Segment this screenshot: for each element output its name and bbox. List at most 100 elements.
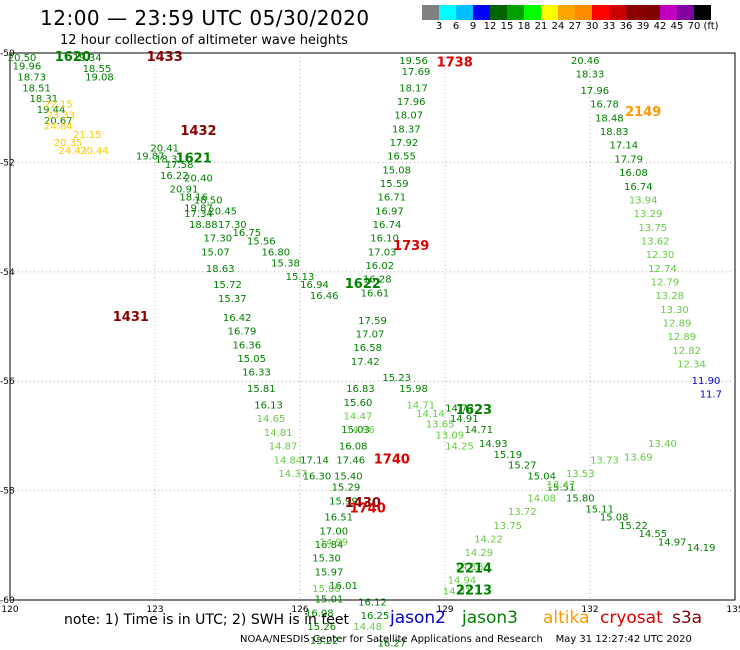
wave-height-value: 17.14 — [300, 455, 329, 466]
wave-height-value: 19.34 — [73, 53, 102, 64]
legend-label: 21 — [534, 21, 548, 32]
wave-height-value: 17.14 — [610, 141, 639, 152]
wave-height-value: 15.99 — [329, 496, 358, 507]
wave-height-value: 20.40 — [184, 174, 213, 185]
wave-height-value: 12.74 — [648, 264, 677, 275]
legend-swatch — [626, 5, 643, 20]
wave-height-value: 18.83 — [600, 127, 629, 138]
wave-height-value: 16.13 — [254, 401, 283, 412]
wave-height-value: 18.50 — [194, 195, 223, 206]
wave-height-value: 15.37 — [218, 294, 247, 305]
satellite-jason3: jason3 — [462, 608, 518, 628]
wave-height-value: 23.33 — [46, 111, 75, 122]
wave-height-value: 15.72 — [213, 280, 242, 291]
wave-height-value: 16.08 — [339, 442, 368, 453]
wave-height-value: 16.58 — [353, 343, 382, 354]
wave-height-value: 19.87 — [136, 152, 165, 163]
legend-swatch — [660, 5, 677, 20]
wave-height-value: 16.79 — [228, 327, 257, 338]
legend-label: 18 — [517, 21, 531, 32]
chart-subtitle: 12 hour collection of altimeter wave hei… — [60, 33, 348, 48]
wave-height-value: 17.59 — [358, 316, 387, 327]
x-tick-label: 126 — [291, 605, 308, 615]
y-tick-label: -52 — [0, 158, 15, 168]
wave-height-value: 18.31 — [155, 154, 184, 165]
wave-height-value: 18.48 — [595, 113, 624, 124]
wave-height-value: 17.92 — [390, 138, 419, 149]
wave-height-value: 13.75 — [639, 223, 668, 234]
wave-height-value: 14.99 — [320, 537, 349, 548]
wave-height-value: 15.27 — [508, 461, 537, 472]
wave-height-value: 16.12 — [358, 597, 387, 608]
wave-height-value: 14.65 — [257, 414, 286, 425]
wave-height-value: 13.65 — [426, 420, 455, 431]
wave-height-value: 15.03 — [341, 425, 370, 436]
wave-height-value: 18.07 — [394, 111, 423, 122]
wave-height-value: 22.15 — [44, 100, 73, 111]
wave-height-value: 13.94 — [629, 195, 658, 206]
wave-height-value: 19.44 — [37, 105, 66, 116]
legend-label: (ft) — [703, 21, 719, 32]
wave-height-value: 13.29 — [634, 209, 663, 220]
wave-height-value: 16.46 — [310, 291, 339, 302]
wave-height-value: 16.27 — [378, 638, 407, 649]
x-tick-label: 123 — [146, 605, 163, 615]
wave-height-value: 14.01 — [443, 587, 472, 598]
wave-height-value: 15.30 — [312, 554, 341, 565]
wave-height-value: 20.91 — [170, 184, 199, 195]
wave-height-value: 16.08 — [305, 608, 334, 619]
legend-label: 42 — [653, 21, 667, 32]
wave-height-value: 17.34 — [184, 209, 213, 220]
wave-height-value: 16.10 — [370, 234, 399, 245]
legend-swatch — [524, 5, 541, 20]
wave-height-value: 15.13 — [286, 272, 315, 283]
wave-height-value: 20.41 — [150, 143, 179, 154]
legend-swatch — [677, 5, 694, 20]
legend-label: 3 — [435, 21, 443, 32]
pass-time-label: 1433 — [147, 50, 183, 65]
wave-height-value: 14.48 — [353, 622, 382, 633]
wave-height-value: 14.37 — [278, 469, 307, 480]
wave-height-value: 12.82 — [672, 346, 701, 357]
wave-height-value: 13.72 — [508, 507, 537, 518]
wave-height-value: 13.30 — [660, 305, 689, 316]
wave-height-value: 17.30 — [218, 220, 247, 231]
legend-label: 33 — [602, 21, 616, 32]
legend-swatch — [575, 5, 592, 20]
wave-height-value: 14.29 — [465, 548, 494, 559]
wave-height-value: 15.98 — [399, 384, 428, 395]
wave-height-value: 16.28 — [363, 275, 392, 286]
legend-swatch — [439, 5, 456, 20]
wave-height-value: 17.96 — [397, 97, 426, 108]
wave-height-value: 20.67 — [44, 116, 73, 127]
wave-height-value: 12.89 — [663, 319, 692, 330]
legend-label: 30 — [585, 21, 599, 32]
wave-height-value: 15.04 — [527, 472, 556, 483]
pass-time-label: 1621 — [176, 151, 212, 166]
wave-height-value: 13.75 — [494, 521, 523, 532]
pass-time-label: 1431 — [113, 310, 149, 325]
wave-height-value: 19.87 — [184, 204, 213, 215]
pass-time-label: 2149 — [625, 105, 661, 120]
wave-height-value: 21.15 — [73, 130, 102, 141]
legend-label: 15 — [500, 21, 514, 32]
wave-height-value: 11.7 — [700, 390, 722, 401]
wave-height-value: 13.53 — [566, 469, 595, 480]
wave-height-value: 24.84 — [44, 122, 73, 133]
wave-height-value: 12.34 — [677, 360, 706, 371]
legend-label: 70 — [687, 21, 701, 32]
wave-height-value: 14.55 — [639, 529, 668, 540]
wave-height-value: 15.07 — [201, 247, 230, 258]
wave-height-value: 16.22 — [160, 171, 189, 182]
wave-height-value: 16.01 — [329, 581, 358, 592]
wave-height-value: 18.55 — [83, 64, 112, 75]
wave-height-value: 20.46 — [571, 56, 600, 67]
y-tick-label: -50 — [0, 49, 15, 59]
wave-height-value: 17.42 — [351, 357, 380, 368]
x-tick-label: 135 — [726, 605, 740, 615]
wave-height-value: 18.37 — [392, 124, 421, 135]
legend-label: 24 — [551, 21, 565, 32]
wave-height-value: 20.45 — [208, 206, 237, 217]
plot-frame — [9, 52, 736, 601]
wave-height-value: 14.97 — [658, 537, 687, 548]
